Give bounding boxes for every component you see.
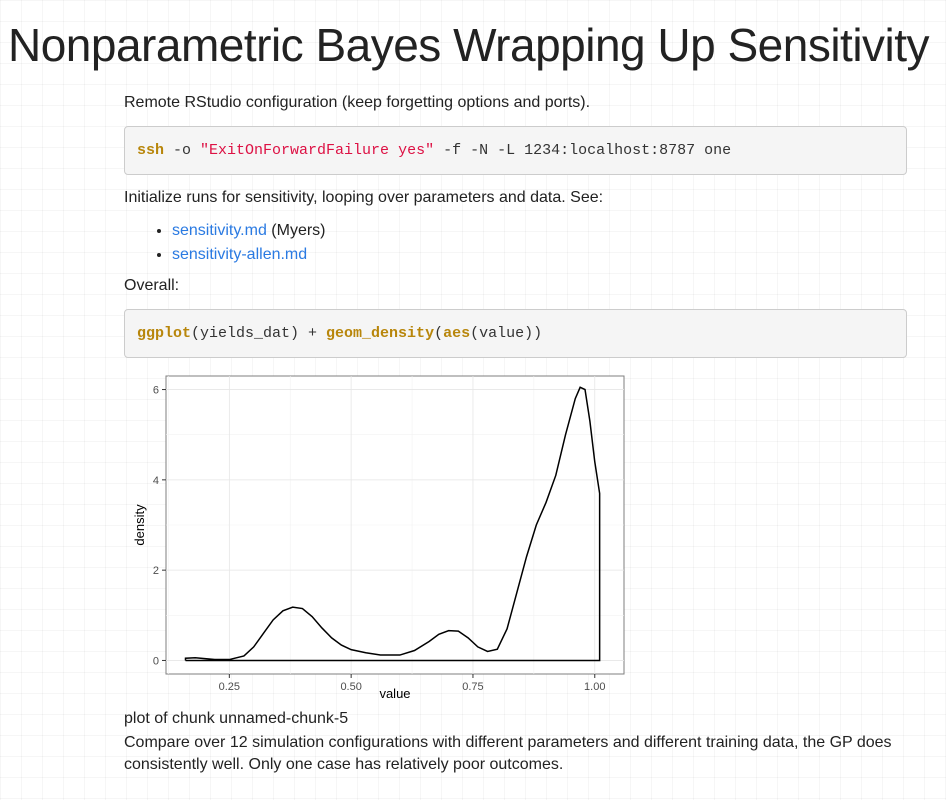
code-paren: ( bbox=[434, 325, 444, 342]
density-chart: 0.25 0.50 0.75 1.00 0 2 4 6 value density bbox=[132, 375, 625, 701]
overall-text: Overall: bbox=[124, 277, 180, 294]
code-string: "ExitOnForwardFailure yes" bbox=[200, 142, 435, 159]
sensitivity-link[interactable]: sensitivity.md bbox=[172, 222, 267, 239]
code-fn-geom-density: geom_density bbox=[326, 325, 435, 342]
link-list: sensitivity.md (Myers) sensitivity-allen… bbox=[124, 219, 907, 267]
code-args-2: (value)) bbox=[470, 325, 543, 342]
sensitivity-allen-link[interactable]: sensitivity-allen.md bbox=[172, 246, 308, 263]
init-text: Initialize runs for sensitivity, looping… bbox=[124, 189, 604, 206]
code-fn-aes: aes bbox=[443, 325, 471, 342]
grid bbox=[166, 376, 624, 674]
y-tick-label: 6 bbox=[153, 385, 159, 397]
conclusion-text: Compare over 12 simulation configuration… bbox=[124, 734, 892, 773]
axis-ticks: 0.25 0.50 0.75 1.00 0 2 4 6 bbox=[153, 385, 606, 693]
code-args: (yields_dat) + bbox=[191, 325, 327, 342]
code-option: -o bbox=[164, 142, 201, 159]
list-item: sensitivity.md (Myers) bbox=[172, 219, 907, 243]
main-content: Remote RStudio configuration (keep forge… bbox=[124, 92, 907, 776]
y-tick-label: 4 bbox=[153, 475, 159, 487]
ssh-code-block: ssh -o "ExitOnForwardFailure yes" -f -N … bbox=[124, 126, 907, 175]
density-plot: 0.25 0.50 0.75 1.00 0 2 4 6 value density bbox=[124, 374, 644, 704]
x-tick-label: 1.00 bbox=[584, 681, 605, 693]
x-tick-label: 0.75 bbox=[462, 681, 483, 693]
code-command: ssh bbox=[137, 142, 165, 159]
density-curve bbox=[184, 386, 601, 662]
x-axis-label: value bbox=[379, 686, 410, 701]
code-fn-ggplot: ggplot bbox=[137, 325, 192, 342]
link-suffix: (Myers) bbox=[266, 222, 326, 239]
x-tick-label: 0.25 bbox=[219, 681, 240, 693]
code-rest: -f -N -L 1234:localhost:8787 one bbox=[434, 142, 732, 159]
y-axis-label: density bbox=[132, 504, 147, 546]
page-title: Nonparametric Bayes Wrapping Up Sensitiv… bbox=[8, 19, 930, 71]
list-item: sensitivity-allen.md bbox=[172, 243, 907, 267]
intro-text: Remote RStudio configuration (keep forge… bbox=[124, 94, 591, 111]
y-tick-label: 0 bbox=[153, 655, 159, 667]
y-tick-label: 2 bbox=[153, 565, 159, 577]
x-tick-label: 0.50 bbox=[340, 681, 361, 693]
plot-caption: plot of chunk unnamed-chunk-5 bbox=[124, 710, 349, 727]
ggplot-code-block: ggplot(yields_dat) + geom_density(aes(va… bbox=[124, 309, 907, 358]
